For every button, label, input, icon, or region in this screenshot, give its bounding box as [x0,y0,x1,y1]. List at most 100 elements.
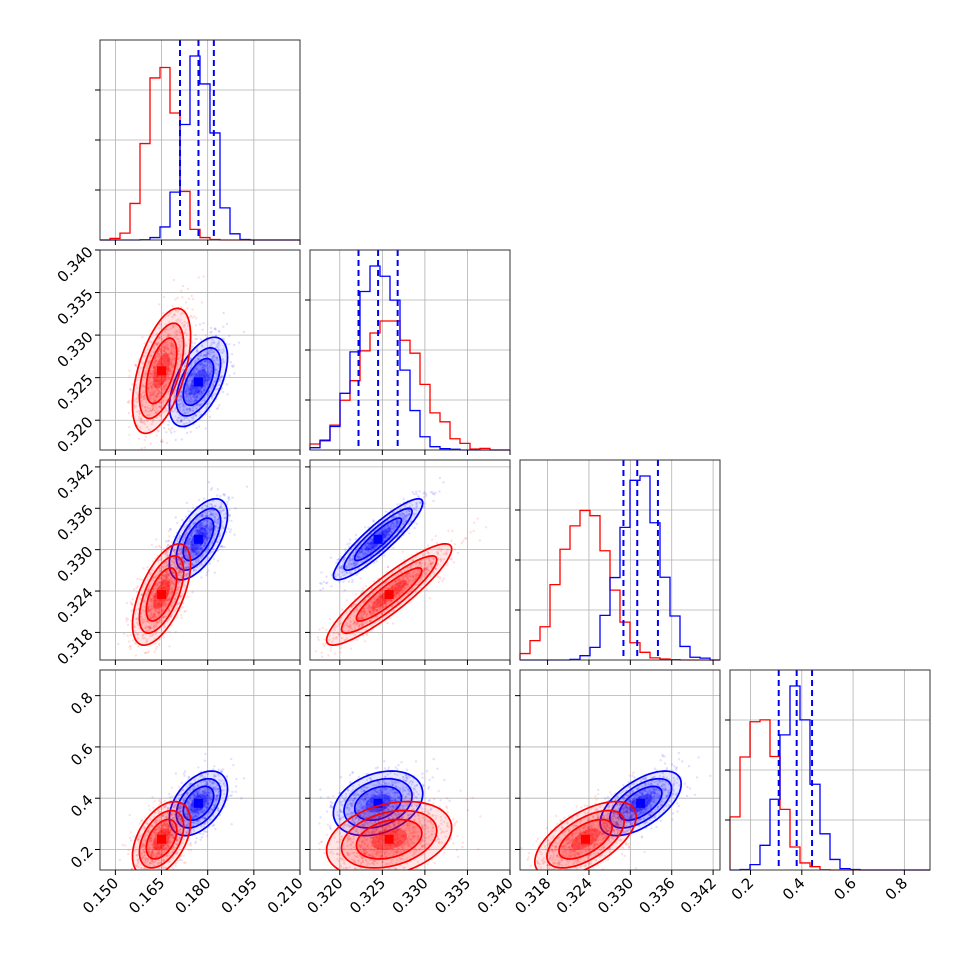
scatter-point [187,410,190,413]
scatter-point [429,564,432,567]
scatter-point [395,594,398,597]
scatter-point [200,514,203,518]
scatter-point [341,567,344,571]
scatter-point [154,583,157,586]
scatter-point [170,588,173,591]
scatter-point [150,422,153,426]
scatter-point [170,358,173,361]
scatter-point [166,599,169,602]
scatter-point [142,600,146,603]
scatter-point [159,576,162,580]
scatter-point [162,581,165,584]
scatter-point [203,366,206,369]
scatter-point [155,620,159,623]
scatter-point [178,549,181,552]
scatter-point [151,371,154,374]
scatter-point [167,573,171,576]
scatter-point [402,577,405,580]
scatter-point [166,365,170,368]
scatter-point [158,327,161,330]
scatter-point [191,546,194,549]
scatter-point [160,392,163,395]
scatter-point [126,617,129,621]
scatter-point [160,585,163,588]
scatter-point [221,390,225,394]
scatter-point [173,549,176,552]
scatter-point [203,376,207,379]
scatter-point [215,540,219,544]
scatter-point [163,361,167,365]
scatter-point [179,524,182,528]
scatter-point [399,589,402,593]
scatter-point [397,512,400,515]
density-contour [138,322,185,420]
scatter-point [201,370,205,373]
scatter-point [185,355,189,358]
scatter-point [167,591,170,595]
scatter-point [140,615,143,618]
scatter-point [395,524,399,527]
scatter-point [213,520,217,524]
scatter-point [187,369,190,373]
scatter-point [353,564,356,567]
scatter-point [198,532,201,536]
scatter-point [371,542,374,545]
scatter-point [380,531,384,535]
scatter-point [408,509,411,512]
scatter-point [353,562,356,566]
scatter-point [392,525,395,528]
scatter-point [166,593,170,597]
scatter-point [206,380,209,384]
scatter-point [216,559,220,562]
scatter-point [203,379,207,382]
scatter-point [210,510,213,514]
scatter-point [190,399,193,402]
scatter-point [189,384,192,387]
scatter-point [151,407,154,410]
scatter-point [192,553,195,556]
scatter-point [188,420,191,424]
scatter-point [349,624,352,627]
scatter-point [173,313,177,317]
scatter-point [206,336,209,340]
scatter-point [160,377,163,381]
scatter-point [192,554,195,557]
scatter-point [206,527,209,530]
scatter-point [164,602,167,605]
scatter-point [426,557,430,560]
scatter-point [162,385,165,388]
scatter-point [191,384,194,388]
scatter-point [155,353,159,356]
scatter-point [402,519,405,522]
scatter-point [152,594,155,598]
scatter-point [203,533,206,537]
scatter-point [170,409,174,413]
scatter-point [149,617,152,620]
scatter-point [152,599,156,602]
scatter-point [330,646,333,649]
scatter-point [168,535,171,538]
scatter-point [215,358,218,362]
scatter-point [155,389,159,392]
scatter-point [198,374,201,378]
scatter-point [143,605,146,608]
scatter-point [188,392,192,395]
scatter-point [349,626,352,630]
scatter-point [151,376,155,379]
scatter-point [196,391,200,394]
scatter-point [210,370,214,373]
scatter-point [203,360,206,363]
scatter-point [210,343,213,346]
scatter-point [166,377,169,380]
scatter-point [383,535,386,538]
scatter-point [352,622,356,625]
scatter-point [165,354,169,358]
scatter-point [217,348,220,352]
scatter-point [191,549,194,552]
scatter-point [168,578,172,581]
scatter-point [161,574,164,578]
scatter-point [164,410,167,413]
scatter-point [168,569,171,572]
scatter-point [199,390,203,394]
scatter-point [158,335,161,339]
